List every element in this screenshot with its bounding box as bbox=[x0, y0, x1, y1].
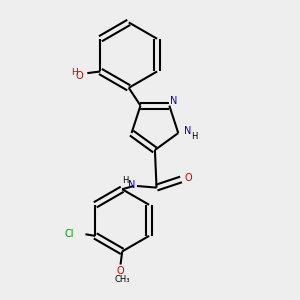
Text: H: H bbox=[191, 132, 197, 141]
Text: O: O bbox=[117, 266, 124, 276]
Text: H: H bbox=[71, 68, 77, 76]
Text: O: O bbox=[184, 173, 192, 183]
Text: N: N bbox=[128, 180, 136, 190]
Text: Cl: Cl bbox=[64, 229, 74, 239]
Text: N: N bbox=[170, 96, 177, 106]
Text: O: O bbox=[75, 71, 83, 81]
Text: H: H bbox=[122, 176, 129, 184]
Text: CH₃: CH₃ bbox=[114, 275, 130, 284]
Text: N: N bbox=[184, 126, 191, 136]
